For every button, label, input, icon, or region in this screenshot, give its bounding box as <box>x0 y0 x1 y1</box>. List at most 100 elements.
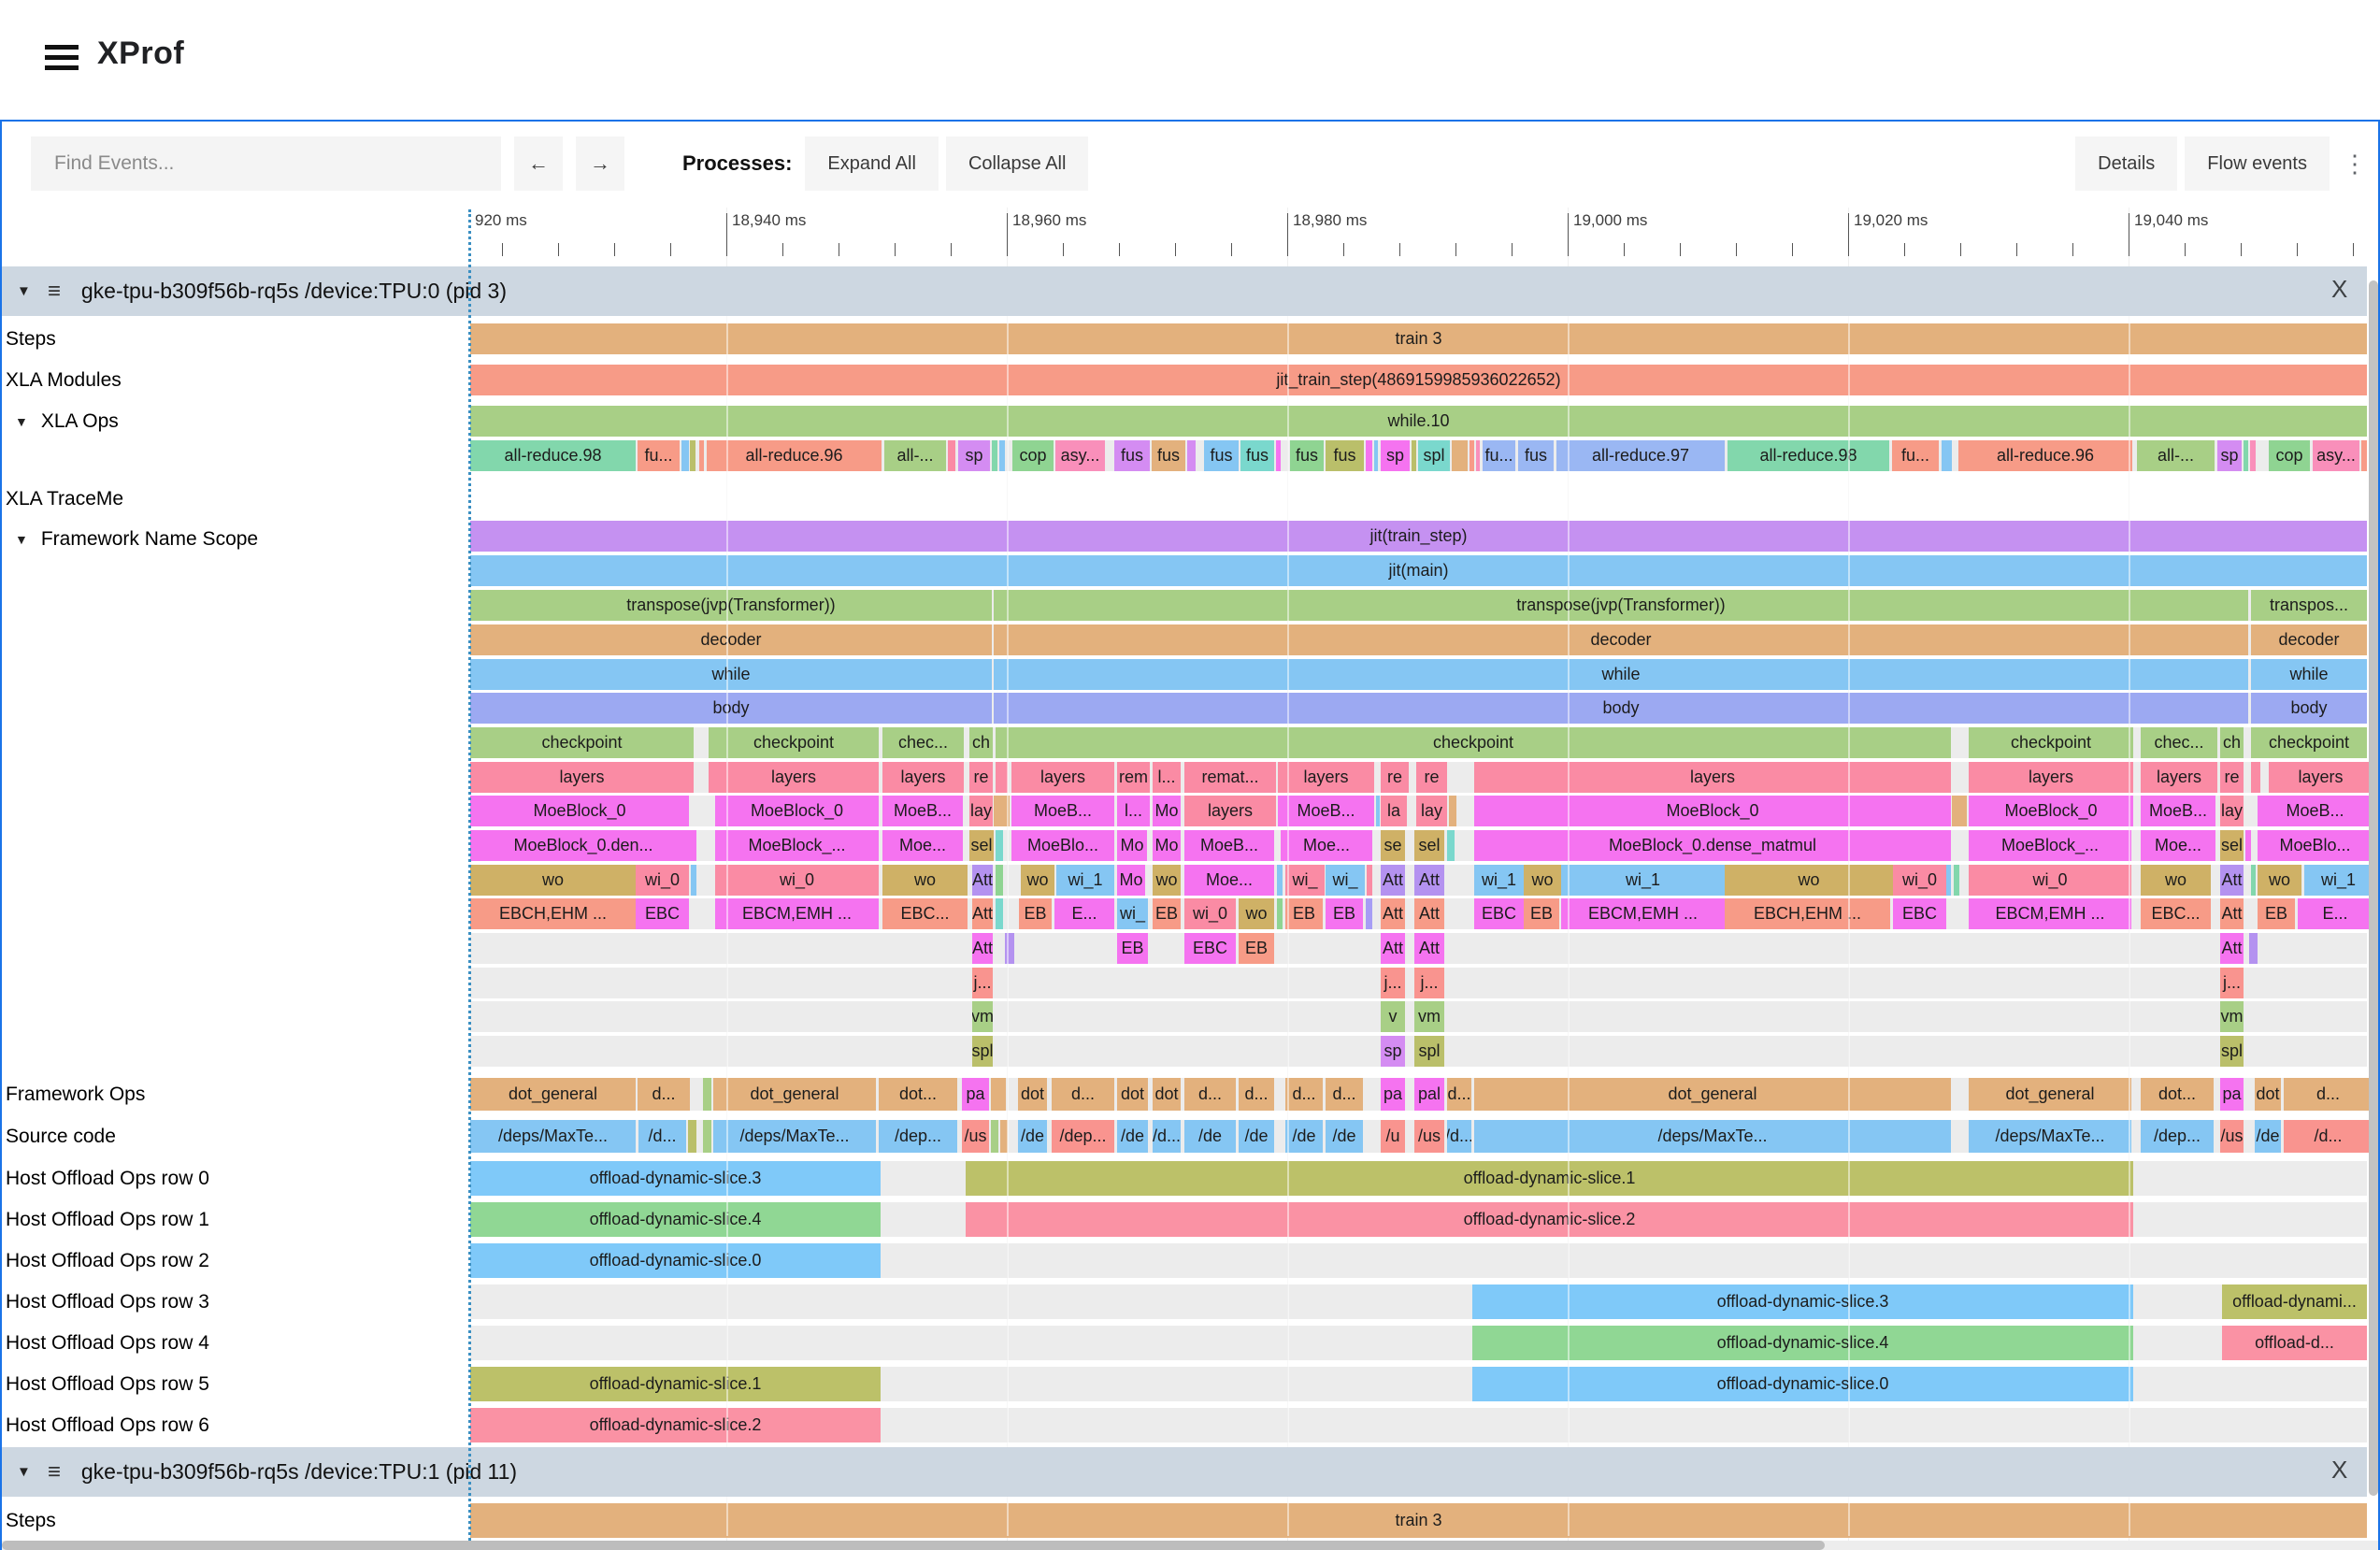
trace-event[interactable]: MoeB... <box>2141 796 2215 826</box>
kebab-menu-icon[interactable]: ⋮ <box>2343 149 2367 178</box>
trace-event[interactable]: ch <box>2220 727 2244 758</box>
trace-event[interactable]: offload-dynamic-slice.0 <box>1472 1367 2133 1401</box>
trace-event[interactable]: j... <box>2220 968 2244 998</box>
trace-event[interactable]: EBC... <box>882 898 968 929</box>
trace-event[interactable] <box>1449 796 1456 826</box>
trace-event[interactable]: wi_ <box>1285 865 1325 896</box>
trace-event[interactable]: Att <box>972 898 993 929</box>
trace-event[interactable] <box>690 440 695 471</box>
trace-event[interactable]: wi_1 <box>1056 865 1114 896</box>
trace-event[interactable]: Att <box>1414 865 1444 896</box>
trace-event[interactable]: /dep... <box>879 1120 957 1153</box>
trace-event[interactable] <box>996 830 1003 861</box>
trace-event[interactable]: MoeBlock_... <box>1969 830 2131 861</box>
trace-event[interactable]: EBC... <box>2141 898 2211 929</box>
trace-event[interactable]: /de <box>1018 1120 1047 1153</box>
flow-events-button[interactable]: Flow events <box>2185 136 2330 191</box>
trace-event[interactable]: MoeBlock_0 <box>1969 796 2133 826</box>
trace-event[interactable]: j... <box>972 968 993 998</box>
trace-event[interactable]: layers <box>709 762 879 793</box>
trace-event[interactable]: Att <box>2220 865 2244 896</box>
trace-event[interactable] <box>996 762 1008 793</box>
trace-event[interactable]: dot_general <box>1969 1078 2131 1111</box>
trace-event[interactable]: spl <box>972 1036 993 1067</box>
trace-event[interactable]: Mo <box>1117 865 1145 896</box>
trace-event[interactable]: train 3 <box>470 323 2367 354</box>
trace-event[interactable]: /d... <box>638 1120 686 1153</box>
trace-event[interactable]: fus <box>1518 440 1554 471</box>
trace-event[interactable]: offload-dynamic-slice.1 <box>966 1161 2133 1196</box>
trace-event[interactable]: MoeBlo... <box>2258 830 2373 861</box>
trace-event[interactable]: MoeB... <box>1011 796 1114 826</box>
trace-event[interactable]: EBC <box>1474 898 1524 929</box>
trace-event[interactable]: wo <box>1239 898 1274 929</box>
trace-event[interactable]: wo <box>2258 865 2301 896</box>
trace-event[interactable]: MoeB... <box>882 796 963 826</box>
trace-event[interactable]: /de <box>2255 1120 2281 1153</box>
trace-event[interactable]: checkpoint <box>470 727 694 758</box>
trace-event[interactable]: /d... <box>1447 1120 1471 1153</box>
trace-event[interactable]: MoeBlock_0.dense_matmul <box>1474 830 1951 861</box>
trace-event[interactable]: EB <box>1019 898 1052 929</box>
trace-event[interactable] <box>1187 440 1196 471</box>
trace-event[interactable]: spl <box>2220 1036 2244 1067</box>
trace-event[interactable]: wi_0 <box>636 865 689 896</box>
trace-event[interactable] <box>991 1120 998 1153</box>
trace-event[interactable]: /de <box>1239 1120 1274 1153</box>
trace-event[interactable]: MoeB... <box>1278 796 1374 826</box>
close-process-button[interactable]: X <box>2331 1455 2348 1484</box>
trace-event[interactable]: MoeBlock_0.den... <box>470 830 696 861</box>
trace-event[interactable] <box>681 440 689 471</box>
trace-event[interactable]: sp <box>1381 1036 1405 1067</box>
trace-event[interactable]: fus <box>1326 440 1364 471</box>
trace-event[interactable] <box>1374 440 1378 471</box>
trace-event[interactable]: fu... <box>1483 440 1515 471</box>
trace-event[interactable]: wo <box>1021 865 1054 896</box>
collapse-arrow-icon[interactable]: ▼ <box>15 531 28 547</box>
trace-event[interactable]: dot <box>1153 1078 1181 1111</box>
trace-event[interactable]: jit(train_step) <box>470 521 2367 552</box>
trace-event[interactable] <box>1452 440 1468 471</box>
trace-event[interactable]: layers <box>1278 762 1374 793</box>
trace-event[interactable]: Moe... <box>2141 830 2215 861</box>
trace-event[interactable] <box>1000 1120 1008 1153</box>
trace-event[interactable]: Att <box>2220 898 2244 929</box>
trace-event[interactable]: layers <box>1011 762 1114 793</box>
trace-event[interactable] <box>999 440 1005 471</box>
trace-event[interactable]: wo <box>2141 865 2211 896</box>
trace-event[interactable]: checkpoint <box>2251 727 2367 758</box>
trace-event[interactable] <box>948 440 955 471</box>
trace-event[interactable] <box>688 1120 696 1153</box>
trace-event[interactable]: Att <box>2220 933 2244 964</box>
trace-event[interactable]: MoeB... <box>2258 796 2373 826</box>
trace-event[interactable]: /deps/MaxTe... <box>1474 1120 1951 1153</box>
trace-event[interactable]: remat... <box>1184 762 1276 793</box>
trace-event[interactable]: lay <box>2220 796 2244 826</box>
trace-event[interactable]: l... <box>1153 762 1181 793</box>
trace-event[interactable]: EB <box>1326 898 1363 929</box>
trace-event[interactable]: /deps/MaxTe... <box>1969 1120 2131 1153</box>
trace-event[interactable]: d... <box>638 1078 690 1111</box>
trace-event[interactable]: v <box>1381 1001 1405 1032</box>
trace-event[interactable]: wi_ <box>1117 898 1148 929</box>
trace-event[interactable] <box>2251 865 2256 896</box>
trace-event[interactable]: wi_ <box>1326 865 1365 896</box>
trace-event[interactable]: re <box>969 762 993 793</box>
trace-event[interactable] <box>1942 440 1952 471</box>
trace-event[interactable]: wo <box>1725 865 1893 896</box>
trace-event[interactable]: asy... <box>1055 440 1105 471</box>
trace-event[interactable]: l... <box>1117 796 1150 826</box>
trace-event[interactable]: wo <box>1524 865 1561 896</box>
trace-event[interactable]: all-reduce.98 <box>1728 440 1889 471</box>
trace-event[interactable]: MoeBlock_0 <box>470 796 689 826</box>
trace-event[interactable]: checkpoint <box>1969 727 2133 758</box>
trace-event[interactable]: all-reduce.96 <box>1958 440 2132 471</box>
trace-event[interactable]: layers <box>1184 796 1276 826</box>
trace-event[interactable]: E... <box>2298 898 2373 929</box>
trace-event[interactable] <box>996 898 1003 929</box>
trace-event[interactable]: checkpoint <box>996 727 1951 758</box>
trace-event[interactable]: EB <box>1285 898 1323 929</box>
trace-event[interactable]: EB <box>1153 898 1181 929</box>
trace-event[interactable]: pa <box>962 1078 989 1111</box>
trace-event[interactable]: pa <box>1381 1078 1405 1111</box>
